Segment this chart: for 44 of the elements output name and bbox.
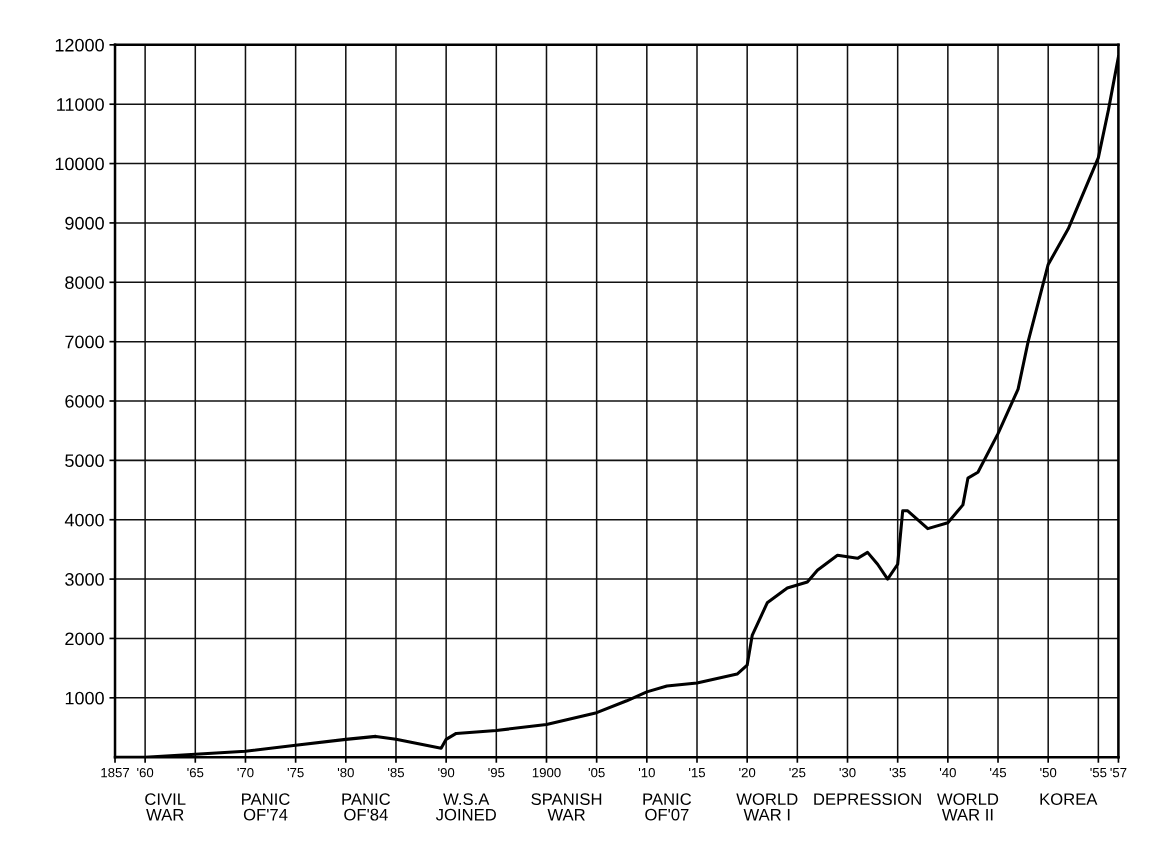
x-tick-label: 1857: [101, 767, 130, 778]
x-tick-label: '35: [889, 767, 906, 778]
x-tick-label: '30: [839, 767, 856, 778]
text: SPANISH WAR: [531, 793, 602, 821]
y-tick-label: 1000: [65, 691, 104, 705]
x-tick-label: '25: [789, 767, 806, 778]
x-tick-label: '15: [689, 768, 706, 778]
x-tick-label: '55: [1090, 768, 1107, 778]
x-tick-label: '40: [939, 767, 956, 778]
text: WORLD WAR I: [736, 793, 798, 821]
x-tick-label: '85: [388, 767, 405, 778]
text: W.S.A JOINED: [435, 793, 496, 821]
text: PANIC OF'74: [242, 793, 290, 821]
x-tick-label: '95: [488, 767, 505, 778]
y-tick-label: 11000: [57, 98, 104, 111]
y-tick-label: 5000: [65, 454, 104, 468]
text: WORLD WAR II: [936, 793, 999, 821]
y-tick-label: 9000: [65, 216, 104, 230]
x-tick-label: '65: [187, 767, 204, 778]
x-tick-label: '60: [137, 767, 154, 778]
text: KOREA: [1040, 793, 1098, 806]
text: PANIC OF'07: [643, 793, 692, 821]
x-tick-label: '50: [1040, 767, 1057, 778]
x-tick-label: '70: [237, 767, 254, 778]
text: PANIC OF'84: [342, 793, 391, 821]
y-tick-label: 8000: [65, 276, 104, 289]
text: DEPRESSION: [814, 793, 921, 806]
text: CIVIL WAR: [145, 793, 186, 821]
x-tick-label: '75: [287, 768, 304, 778]
y-tick-label: 12000: [55, 38, 104, 52]
y-tick-label: 2000: [65, 632, 104, 646]
x-tick-label: '57: [1110, 768, 1127, 778]
x-tick-label: '10: [638, 767, 655, 778]
y-tick-label: 10000: [55, 157, 104, 171]
x-tick-label: '45: [990, 768, 1007, 778]
x-tick-label: 1900: [532, 767, 561, 778]
y-tick-label: 6000: [65, 394, 104, 408]
y-tick-label: 4000: [64, 513, 104, 527]
x-tick-label: '05: [588, 767, 605, 778]
x-tick-label: '80: [337, 767, 354, 778]
y-tick-label: 7000: [65, 335, 104, 349]
x-tick-label: '90: [438, 767, 455, 778]
x-tick-label: '20: [739, 767, 756, 778]
y-tick-label: 3000: [65, 573, 104, 586]
